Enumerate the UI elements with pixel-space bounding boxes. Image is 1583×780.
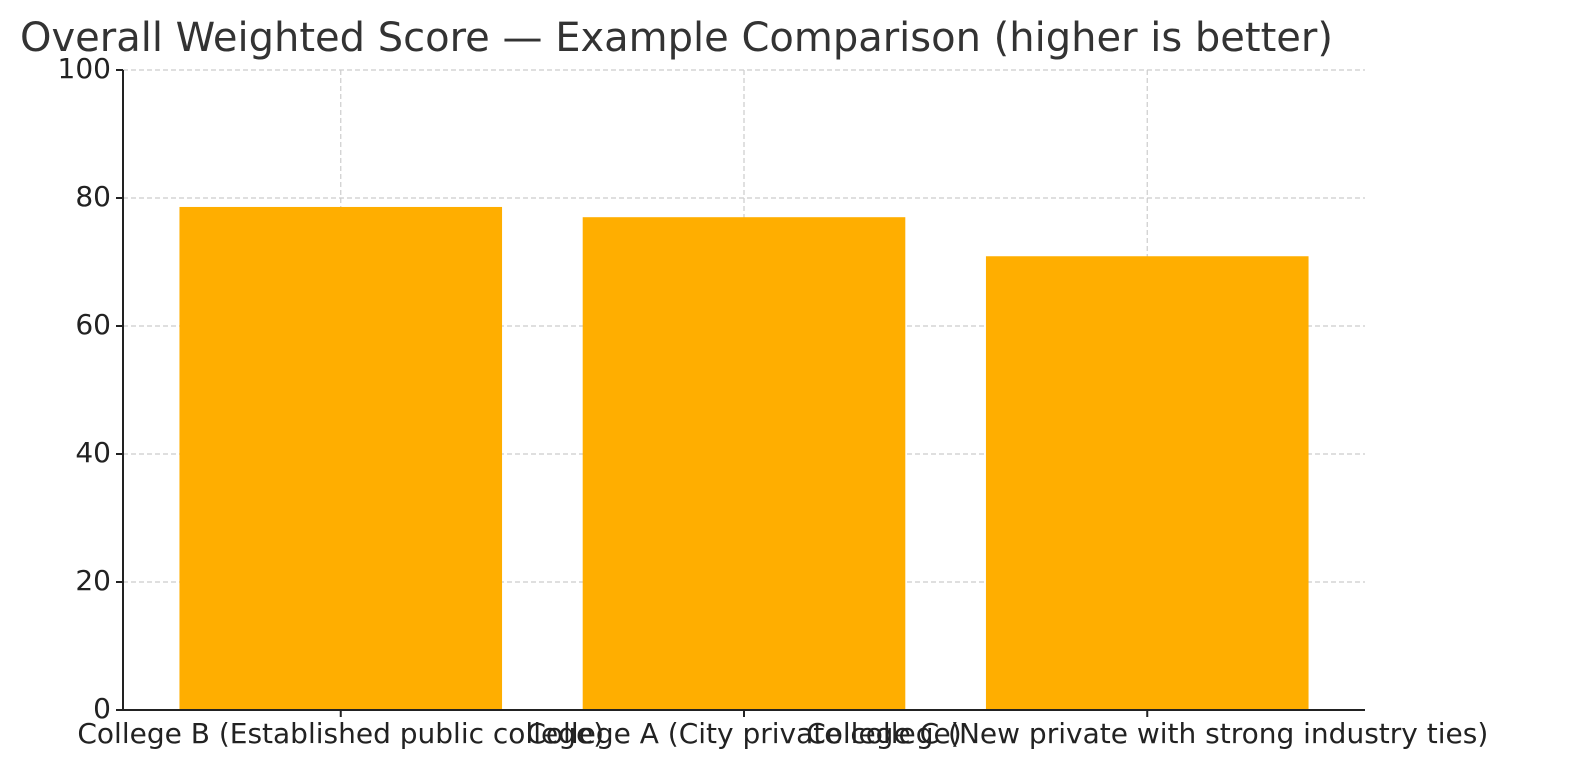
x-tick-label: College A (City private college) <box>526 717 961 750</box>
bar <box>179 206 503 710</box>
y-tick-label: 0 <box>93 692 111 725</box>
x-tick-label: College B (Established public college) <box>77 717 604 750</box>
x-tick-label: College C (New private with strong indus… <box>806 717 1488 750</box>
y-tick-label: 100 <box>58 52 111 85</box>
y-tick-label: 20 <box>75 564 111 597</box>
y-tick-label: 60 <box>75 308 111 341</box>
bar <box>985 256 1309 710</box>
chart-title: Overall Weighted Score — Example Compari… <box>20 15 1333 61</box>
y-tick-label: 40 <box>75 436 111 469</box>
bar <box>582 217 906 710</box>
y-tick-label: 80 <box>75 180 111 213</box>
